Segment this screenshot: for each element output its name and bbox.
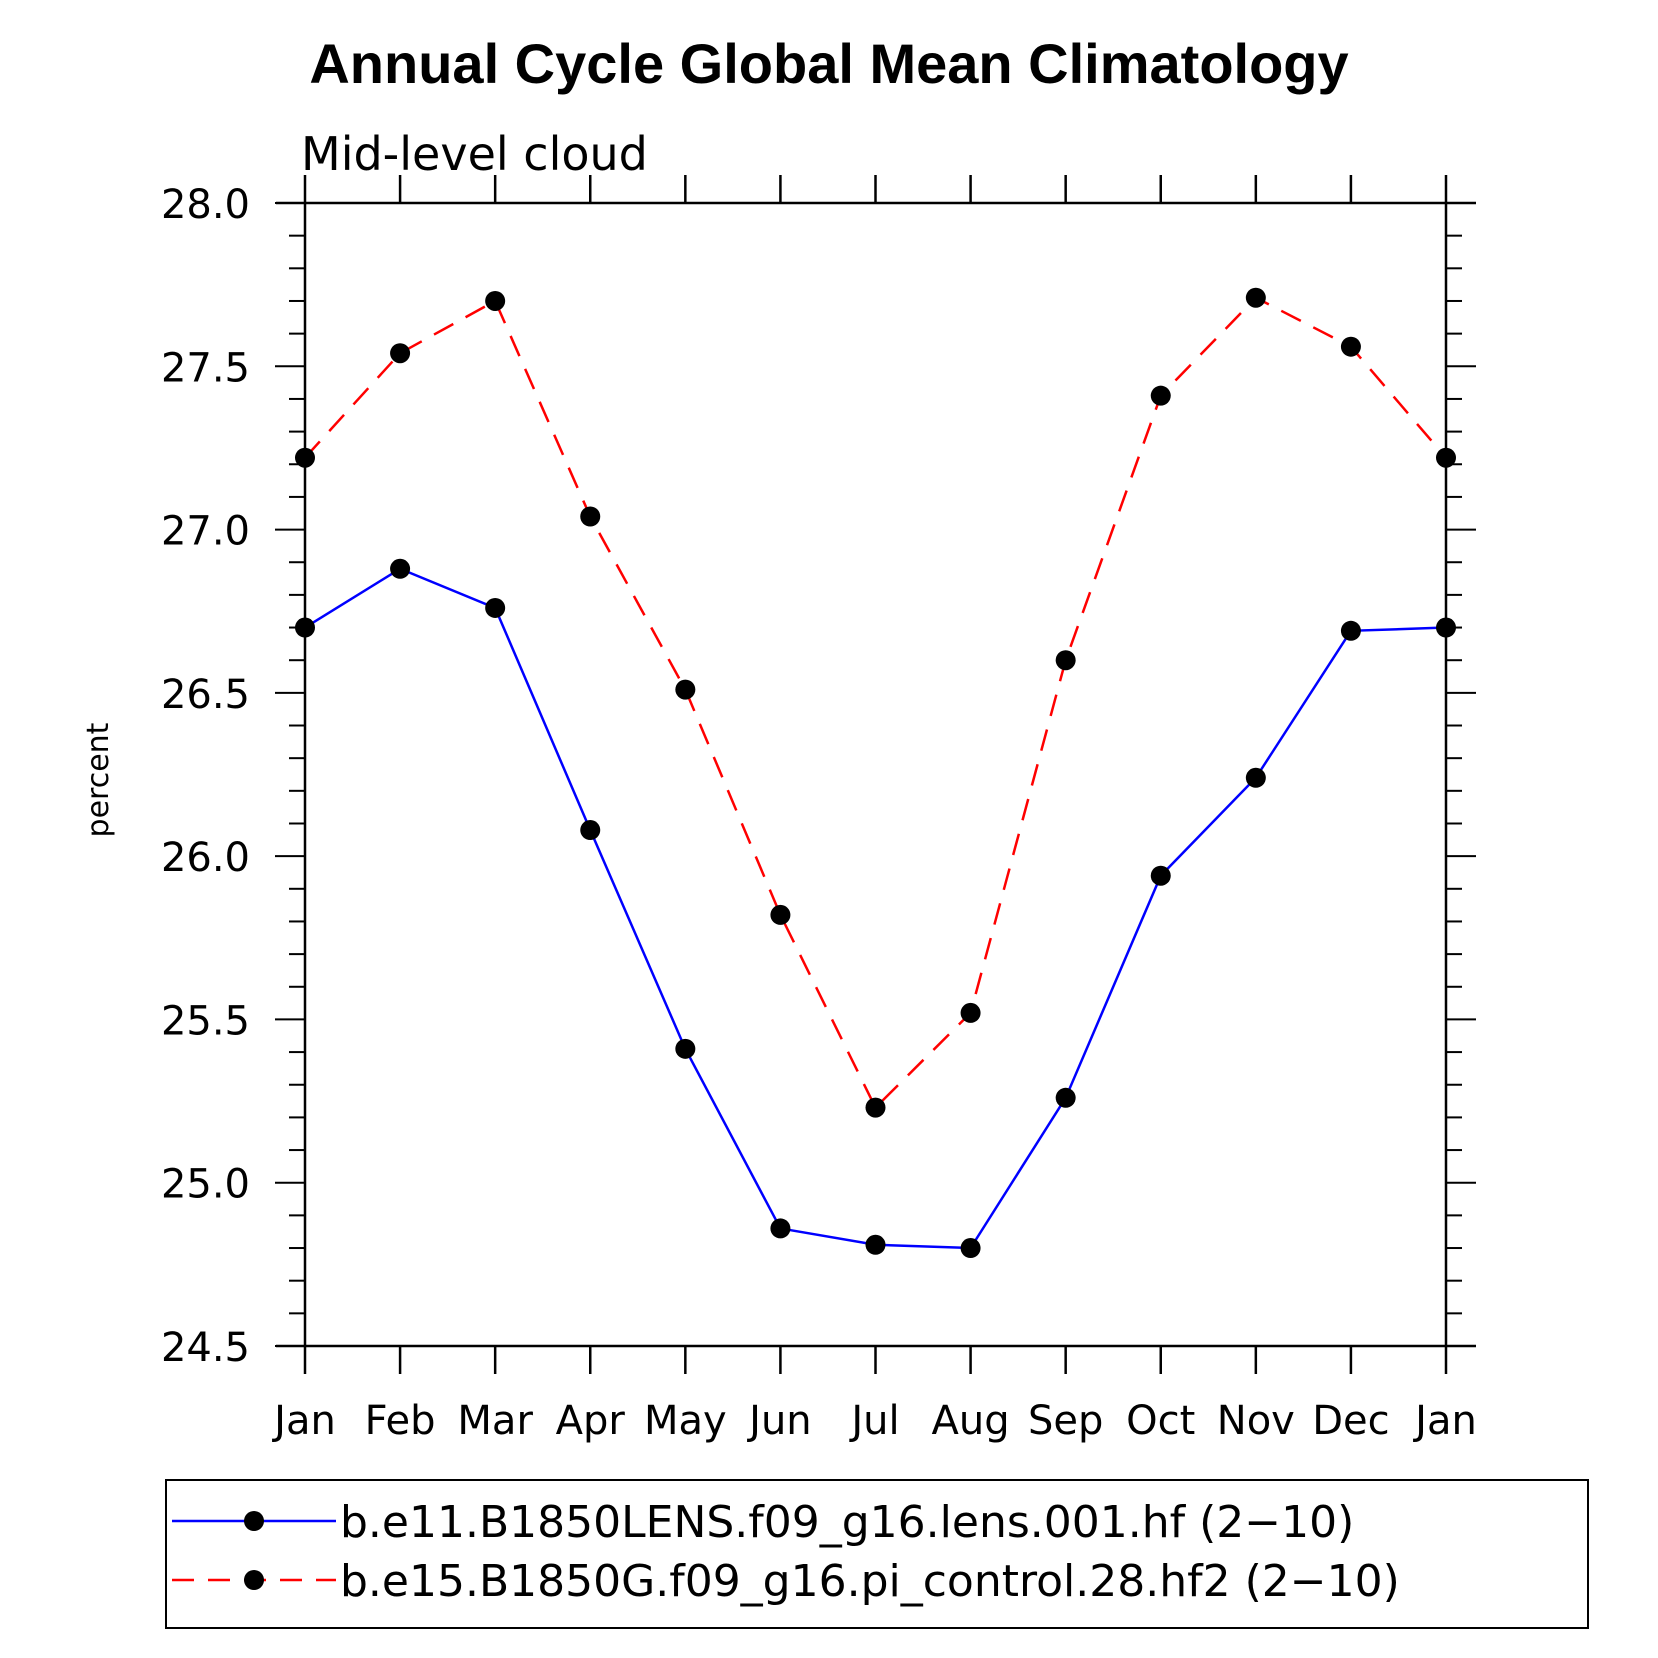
series-1-point [1436,617,1456,638]
series-2-point [1340,336,1361,357]
series-1-point [1055,1087,1076,1108]
series-2-point [770,904,791,925]
series-2-point [390,343,411,364]
legend: b.e11.B1850LENS.f09_g16.lens.001.hf (2−1… [172,1497,1400,1607]
x-tick-label: May [644,1398,727,1444]
chart-subtitle: Mid-level cloud [301,127,648,181]
x-tick-label: Sep [1028,1398,1103,1444]
x-tick-label: Apr [556,1398,626,1444]
axes: Jan Feb Mar Apr May Jun Jul Aug Sep Oct Nov Dec Jan 2… [161,175,1477,1444]
y-tick-label: 26.0 [161,835,250,881]
series-2-point [485,290,506,311]
series-2-point [1150,385,1171,406]
x-tick-label: Feb [365,1398,436,1444]
y-tick-label: 25.0 [161,1162,250,1208]
series-1-point [580,820,601,841]
series-2-point [1436,447,1456,468]
x-tick-label: Jan [271,1398,336,1444]
series-2-point [675,679,696,700]
y-axis-label: percent [81,722,116,837]
y-tick-label: 26.5 [161,672,250,718]
legend-marker-1 [244,1511,264,1531]
series-1-point [770,1218,791,1239]
legend-label-2: b.e15.B1850G.f09_g16.pi_control.28.hf2 (… [340,1556,1400,1607]
series-2-point [960,1002,981,1023]
x-tick-label: Jan [1412,1398,1477,1444]
series-2-point [295,447,315,468]
y-tick-label: 28.0 [161,182,250,228]
series-1-point [675,1038,696,1059]
x-tick-label: Oct [1126,1398,1195,1444]
x-tick-label: Dec [1312,1398,1389,1444]
x-tick-label: Jun [746,1398,812,1444]
legend-box [165,1479,1589,1629]
series-1-point [1340,620,1361,641]
x-tick-label: Mar [457,1398,533,1444]
y-tick-label: 25.5 [161,998,250,1044]
series-line-1 [304,567,1447,1250]
series-2-point [1055,650,1076,671]
series-2-point [1245,287,1266,308]
series-1-point [1150,865,1171,886]
series-group [295,287,1456,1259]
chart-title: Annual Cycle Global Mean Climatology [309,32,1348,95]
series-2-point [865,1097,886,1118]
series-1-point [295,617,315,638]
y-tick-label: 27.5 [161,345,250,391]
series-1-point [1245,767,1266,788]
y-tick-label: 24.5 [161,1325,250,1371]
series-line-2 [304,296,1447,1110]
x-tick-label: Jul [848,1398,899,1444]
series-1-point [485,597,506,618]
series-1-point [960,1238,981,1259]
series-1-point [390,558,411,579]
series-1-point [865,1234,886,1255]
legend-label-1: b.e11.B1850LENS.f09_g16.lens.001.hf (2−1… [340,1497,1354,1548]
x-tick-label: Aug [932,1398,1010,1444]
legend-marker-2 [244,1570,264,1590]
x-tick-label: Nov [1217,1398,1295,1444]
series-2-point [580,506,601,527]
y-tick-label: 27.0 [161,509,250,555]
